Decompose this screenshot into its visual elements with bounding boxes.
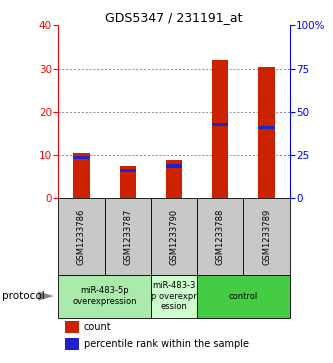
Text: GSM1233786: GSM1233786 [77, 208, 86, 265]
FancyBboxPatch shape [58, 274, 151, 318]
Bar [212, 60, 228, 199]
Bar [120, 169, 136, 172]
Text: miR-483-3
p overexpr
ession: miR-483-3 p overexpr ession [151, 281, 197, 311]
FancyBboxPatch shape [151, 199, 197, 274]
Bar [73, 156, 90, 159]
Bar [120, 166, 136, 199]
Bar [166, 164, 182, 167]
Bar [65, 321, 79, 333]
Bar [73, 153, 90, 199]
Bar [65, 338, 79, 350]
Text: GSM1233787: GSM1233787 [123, 208, 132, 265]
Text: protocol: protocol [2, 291, 44, 301]
FancyBboxPatch shape [151, 274, 197, 318]
Bar [212, 123, 228, 126]
Text: miR-483-5p
overexpression: miR-483-5p overexpression [72, 286, 137, 306]
Bar [166, 159, 182, 199]
Text: GSM1233788: GSM1233788 [216, 208, 225, 265]
Bar [258, 66, 275, 199]
FancyBboxPatch shape [58, 199, 105, 274]
FancyBboxPatch shape [197, 274, 290, 318]
Text: GSM1233789: GSM1233789 [262, 208, 271, 265]
Text: percentile rank within the sample: percentile rank within the sample [84, 339, 249, 350]
FancyBboxPatch shape [105, 199, 151, 274]
Bar [258, 126, 275, 129]
Text: count: count [84, 322, 111, 332]
Polygon shape [38, 291, 54, 301]
Text: control: control [229, 291, 258, 301]
Title: GDS5347 / 231191_at: GDS5347 / 231191_at [105, 11, 243, 24]
Text: GSM1233790: GSM1233790 [169, 208, 178, 265]
FancyBboxPatch shape [243, 199, 290, 274]
FancyBboxPatch shape [197, 199, 243, 274]
